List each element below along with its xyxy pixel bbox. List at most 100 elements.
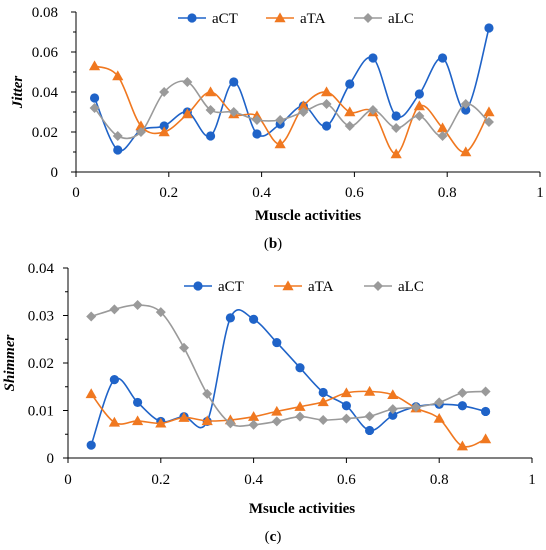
shimmer-chart: 0 0.2 0.4 0.6 0.8 1 0 0.01 0.02 0.03 0.04 aCT aTA a… bbox=[2, 261, 536, 545]
point-alc bbox=[135, 127, 146, 137]
point-ata bbox=[433, 412, 445, 423]
point-ata bbox=[204, 86, 217, 97]
point-alc bbox=[483, 117, 494, 127]
y-tick-label: 0.01 bbox=[28, 404, 54, 420]
point-alc bbox=[202, 388, 213, 399]
caption-open-paren: ( bbox=[264, 236, 269, 252]
legend-marker-act bbox=[187, 13, 197, 23]
legend-item-act: aCT bbox=[184, 279, 244, 295]
x-tick-label: 0.4 bbox=[252, 185, 271, 201]
point-act bbox=[414, 89, 424, 99]
point-ata bbox=[88, 60, 101, 71]
caption-letter: c bbox=[270, 529, 277, 545]
point-act bbox=[481, 406, 491, 417]
y-tick-label: 0.03 bbox=[28, 309, 54, 325]
point-act bbox=[318, 387, 328, 398]
point-alc bbox=[391, 123, 402, 133]
y-axis-title: Jitter bbox=[10, 76, 26, 110]
point-alc bbox=[275, 115, 286, 125]
point-ata bbox=[320, 86, 333, 97]
point-alc bbox=[205, 105, 216, 115]
point-act bbox=[345, 79, 355, 89]
point-ata bbox=[112, 70, 124, 81]
y-tick-label: 0 bbox=[47, 451, 55, 467]
point-act bbox=[113, 145, 123, 155]
point-act bbox=[229, 77, 239, 87]
x-tick-label: 0.6 bbox=[337, 472, 356, 488]
x-tick-label: 0.8 bbox=[438, 185, 457, 201]
point-alc bbox=[225, 418, 236, 429]
point-act bbox=[365, 425, 375, 436]
point-ata bbox=[158, 126, 170, 137]
point-ata bbox=[271, 405, 283, 416]
x-tick-label: 0.2 bbox=[151, 472, 170, 488]
legend-marker-ata bbox=[282, 280, 294, 291]
y-tick-label: 0.06 bbox=[32, 45, 59, 61]
point-ata bbox=[181, 108, 193, 119]
legend-item-alc: aLC bbox=[354, 11, 414, 27]
y-axis-title: Shimmer bbox=[2, 334, 18, 391]
point-ata bbox=[155, 417, 167, 428]
point-ata bbox=[456, 440, 468, 451]
point-ata bbox=[132, 415, 144, 426]
point-ata bbox=[340, 387, 352, 398]
legend-item-alc: aLC bbox=[364, 279, 424, 295]
series-line-act bbox=[90, 309, 486, 446]
point-act bbox=[249, 314, 259, 324]
point-act bbox=[205, 131, 216, 141]
panel-caption: (c) bbox=[265, 529, 282, 545]
point-act bbox=[461, 105, 471, 115]
point-act bbox=[159, 121, 169, 131]
point-alc bbox=[344, 121, 355, 131]
point-ata bbox=[317, 396, 329, 407]
point-ata bbox=[436, 122, 449, 133]
point-act bbox=[457, 401, 467, 411]
point-act bbox=[252, 129, 262, 139]
y-tick-label: 0.08 bbox=[32, 5, 58, 21]
series-line-alc bbox=[90, 304, 486, 427]
point-alc bbox=[341, 413, 352, 424]
legend-label-alc: aLC bbox=[398, 279, 424, 295]
legend-marker-ata bbox=[274, 12, 286, 23]
point-alc bbox=[248, 419, 259, 430]
point-alc bbox=[411, 402, 421, 413]
point-act bbox=[321, 121, 332, 131]
point-ata bbox=[387, 389, 399, 400]
legend-item-ata: aTA bbox=[266, 11, 326, 27]
point-alc bbox=[364, 411, 375, 422]
point-alc bbox=[318, 415, 329, 425]
point-act bbox=[86, 440, 96, 450]
point-alc bbox=[480, 386, 491, 397]
point-act bbox=[388, 410, 398, 420]
point-ata bbox=[108, 416, 120, 427]
series-line-alc bbox=[93, 80, 490, 140]
legend-label-alc: aLC bbox=[388, 11, 414, 27]
point-alc bbox=[298, 107, 309, 117]
caption-open-paren: ( bbox=[265, 529, 270, 545]
point-act bbox=[368, 53, 378, 63]
x-axis-title: Msucle activities bbox=[249, 501, 355, 517]
point-act bbox=[109, 375, 119, 385]
legend-label-ata: aTA bbox=[300, 11, 326, 27]
point-ata bbox=[344, 106, 356, 117]
point-alc bbox=[434, 397, 445, 408]
caption-close-paren: ) bbox=[277, 236, 282, 252]
point-alc bbox=[86, 311, 97, 322]
point-act bbox=[484, 23, 494, 33]
point-alc bbox=[367, 105, 378, 115]
point-act bbox=[295, 363, 305, 373]
x-axis-title: Muscle activities bbox=[255, 208, 361, 224]
point-alc bbox=[387, 404, 398, 415]
point-ata bbox=[201, 415, 213, 426]
legend-item-ata: aTA bbox=[274, 279, 334, 295]
point-ata bbox=[413, 100, 425, 111]
legend-marker-alc bbox=[363, 13, 373, 23]
point-alc bbox=[414, 111, 425, 121]
point-alc bbox=[179, 342, 189, 353]
point-ata bbox=[364, 385, 376, 396]
point-act bbox=[133, 397, 143, 408]
point-ata bbox=[178, 412, 190, 422]
point-ata bbox=[483, 106, 495, 117]
legend-label-act: aCT bbox=[218, 279, 244, 295]
